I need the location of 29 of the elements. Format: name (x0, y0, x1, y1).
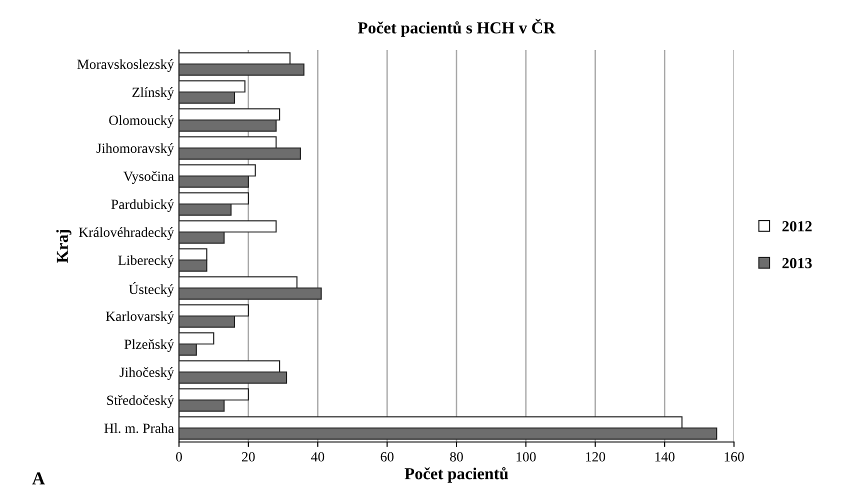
legend-label: 2013 (782, 258, 812, 268)
y-axis-title: Kraj (56, 230, 72, 263)
y-tick-label: Vysočina (123, 171, 174, 184)
x-tick-label: 80 (450, 452, 463, 462)
y-tick-label: Jihomoravský (96, 143, 174, 156)
x-tick-label: 120 (586, 452, 606, 462)
y-tick-label: Jihočeský (120, 367, 174, 380)
text: A (32, 472, 45, 484)
x-axis-title: Počet pacientů (404, 467, 508, 483)
y-tick-label: Moravskoslezský (77, 59, 174, 72)
y-tick-label: Zlínský (132, 87, 174, 100)
y-tick-label: Hl. m. Praha (104, 423, 174, 434)
x-tick-label: 100 (516, 452, 536, 462)
y-tick-label: Karlovarský (106, 311, 174, 324)
y-tick-label: Ústecký (128, 282, 174, 297)
y-tick-label: Královéhradecký (78, 227, 174, 240)
y-tick-label: Olomoucký (109, 115, 174, 128)
y-tick-label: Středočeský (107, 395, 174, 408)
x-tick-label: 140 (655, 452, 675, 462)
x-tick-label: 60 (380, 452, 394, 462)
legend-label: 2012 (782, 221, 812, 232)
y-tick-label: Plzeňský (124, 339, 174, 352)
y-tick-label: Pardubický (111, 199, 174, 212)
x-tick-label: 160 (724, 452, 744, 462)
x-tick-label: 40 (311, 452, 324, 462)
y-tick-label: Liberecký (118, 255, 174, 268)
x-tick-label: 0 (176, 452, 182, 462)
chart-title: Počet pacientů s HCH v ČR (358, 18, 556, 37)
x-tick-label: 20 (242, 452, 255, 462)
